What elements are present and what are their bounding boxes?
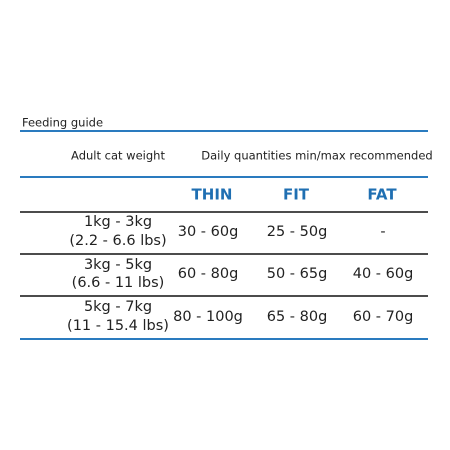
cell: 80 - 100g: [173, 309, 243, 325]
cell: 30 - 60g: [178, 224, 239, 240]
level-header: FIT: [283, 186, 310, 204]
weight-lbs: (2.2 - 6.6 lbs): [69, 233, 166, 249]
cell: 25 - 50g: [267, 224, 328, 240]
level-header: THIN: [192, 186, 233, 204]
weight-kg: 1kg - 3kg: [84, 214, 152, 230]
cell: -: [380, 224, 385, 240]
cell: 50 - 65g: [267, 266, 328, 282]
cell: 65 - 80g: [267, 309, 328, 325]
weight-lbs: (11 - 15.4 lbs): [67, 318, 169, 334]
column-header: Daily quantities min/max recommended: [201, 149, 432, 163]
level-header: FAT: [367, 186, 397, 204]
cell: 60 - 80g: [178, 266, 239, 282]
cell: 40 - 60g: [353, 266, 414, 282]
weight-kg: 3kg - 5kg: [84, 257, 152, 273]
cell: 60 - 70g: [353, 309, 414, 325]
weight-lbs: (6.6 - 11 lbs): [72, 275, 165, 291]
weight-kg: 5kg - 7kg: [84, 299, 152, 315]
title: Feeding guide: [22, 116, 103, 130]
column-header: Adult cat weight: [71, 149, 165, 163]
